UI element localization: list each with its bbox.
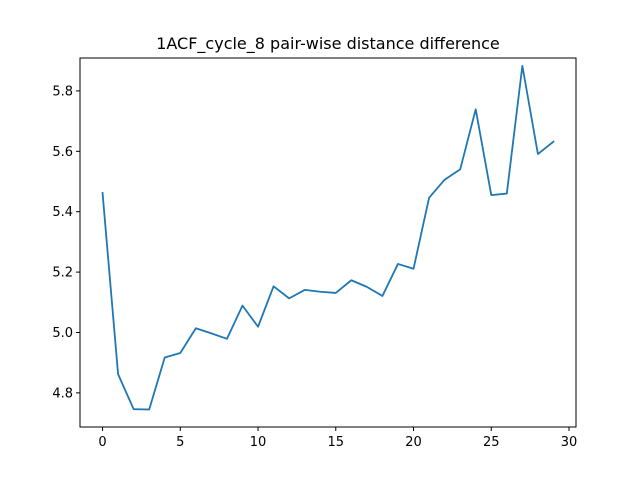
plot-area-frame — [79, 57, 577, 428]
y-axis-ticks: 4.8 5.0 5.2 5.4 5.6 5.8 — [52, 84, 80, 401]
x-tick-label: 30 — [561, 435, 578, 450]
x-tick-label: 10 — [250, 435, 267, 450]
y-tick-label: 5.6 — [52, 145, 73, 160]
chart-title: 1ACF_cycle_8 pair-wise distance differen… — [156, 34, 500, 54]
x-axis-ticks: 0 5 10 15 20 25 30 — [98, 427, 577, 450]
y-tick-label: 4.8 — [52, 386, 73, 401]
y-tick-label: 5.2 — [52, 266, 73, 281]
series-line — [101, 64, 555, 411]
y-tick-label: 5.4 — [52, 205, 73, 220]
series-layer — [101, 64, 555, 411]
x-tick-label: 0 — [98, 435, 106, 450]
y-tick-label: 5.0 — [52, 326, 73, 341]
x-tick-label: 25 — [483, 435, 500, 450]
x-tick-label: 5 — [176, 435, 184, 450]
x-tick-label: 20 — [405, 435, 422, 450]
x-tick-label: 15 — [328, 435, 345, 450]
y-tick-label: 5.8 — [52, 84, 73, 99]
